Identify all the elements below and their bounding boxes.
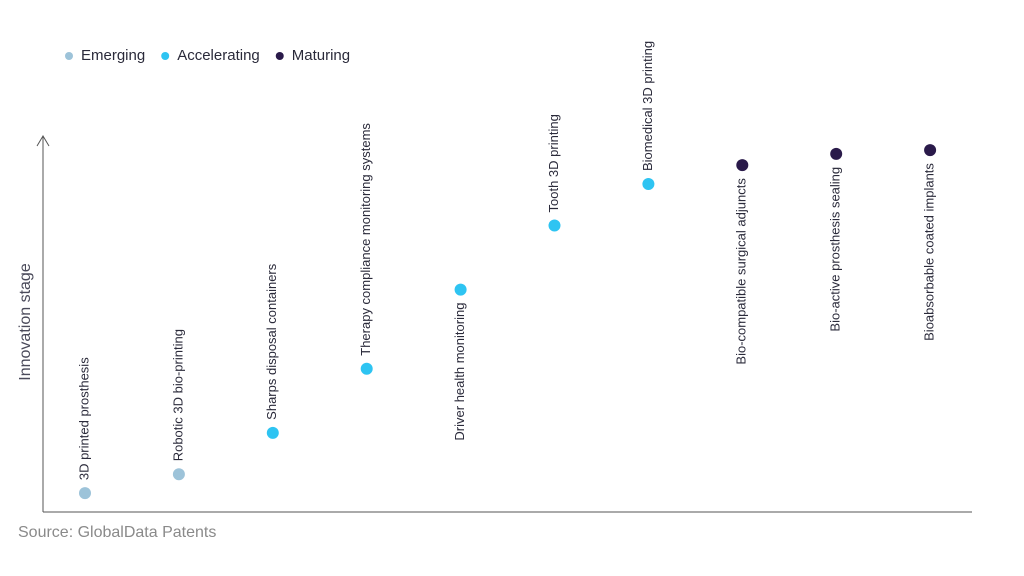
y-axis-title: Innovation stage [17,263,34,381]
legend-marker [275,52,284,60]
legend-label: Maturing [292,47,350,64]
point-label: 3D printed prosthesis [76,357,91,480]
source-note: Source: GlobalData Patents [18,524,216,541]
point-label: Biomedical 3D printing [640,41,655,171]
data-point [642,178,655,191]
legend-label: Emerging [81,47,145,64]
point-label: Driver health monitoring [452,303,467,441]
legend-marker [65,52,73,60]
point-label: Sharps disposal containers [264,263,279,420]
data-point [79,487,91,500]
data-point [172,468,185,481]
y-axis-arrow [36,135,50,147]
legend-marker [161,52,170,60]
point-label: Therapy compliance monitoring systems [358,123,373,356]
point-label: Bioabsorbable coated implants [922,163,937,341]
data-point [924,144,937,157]
data-point [736,159,749,172]
point-label: Tooth 3D printing [546,114,561,212]
data-point [454,283,467,296]
data-point [830,147,843,160]
data-point [266,426,279,439]
point-label: Bio-compatible surgical adjuncts [734,178,749,365]
data-point [360,362,373,375]
point-label: Robotic 3D bio-printing [170,329,185,461]
point-label: Bio-active prosthesis sealing [828,167,843,332]
legend-label: Accelerating [177,47,260,64]
data-point [548,219,561,232]
